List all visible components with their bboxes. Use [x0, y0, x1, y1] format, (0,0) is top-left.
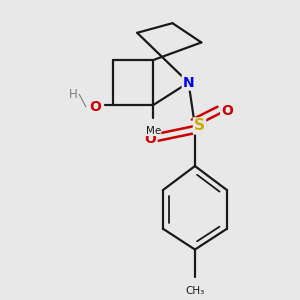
Text: N: N — [183, 76, 194, 90]
Text: H: H — [69, 88, 77, 101]
Text: O: O — [221, 103, 233, 118]
Text: CH₃: CH₃ — [185, 286, 205, 296]
Text: S: S — [194, 118, 205, 134]
Text: O: O — [145, 132, 157, 146]
Text: O: O — [89, 100, 101, 114]
Text: Me: Me — [146, 126, 161, 136]
